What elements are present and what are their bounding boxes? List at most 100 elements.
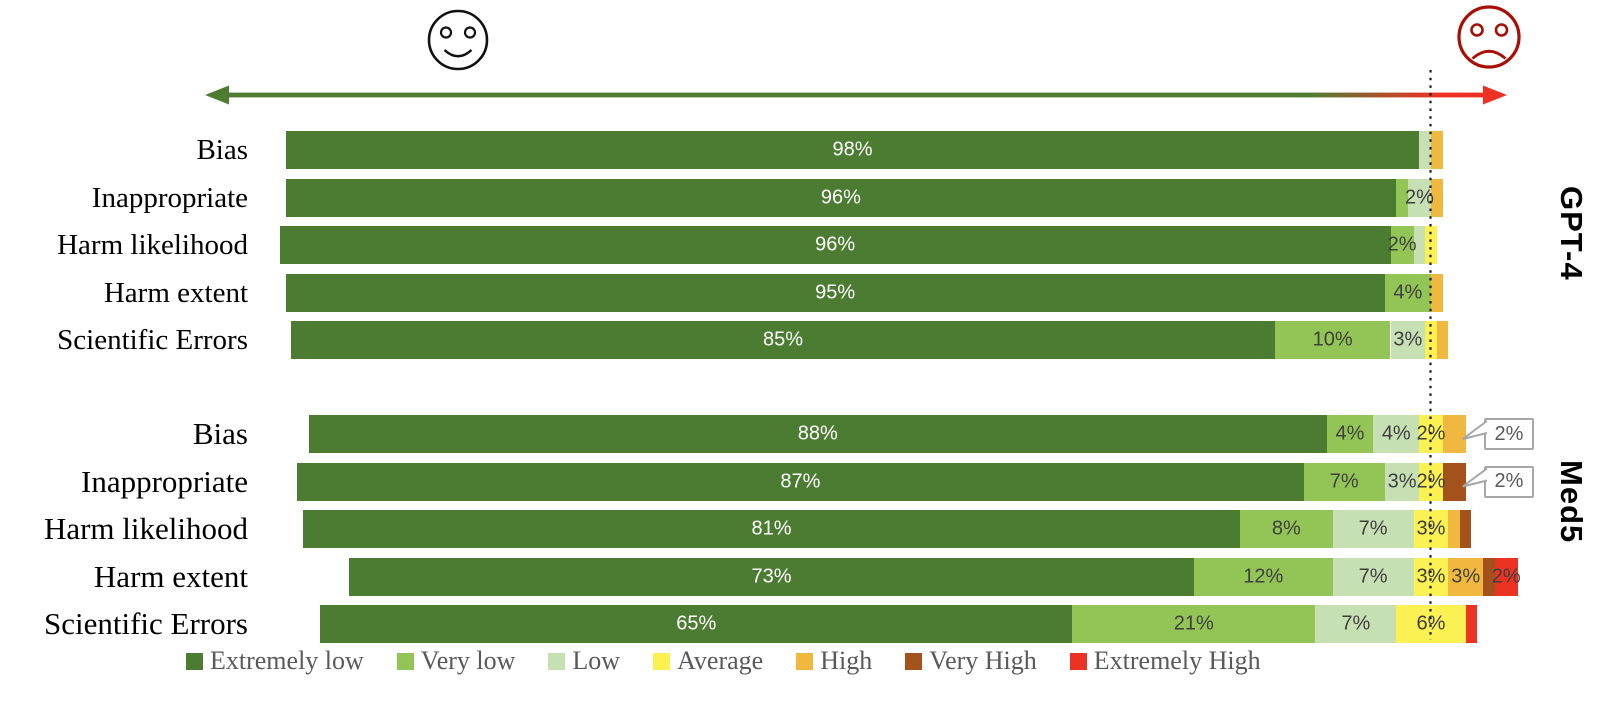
bar-segment-low: 3% xyxy=(1384,462,1420,501)
bar-segment-very-low: 8% xyxy=(1240,510,1333,548)
callout-high: 2% xyxy=(1484,418,1534,450)
segment-value-label: 7% xyxy=(1358,565,1388,587)
legend-label: High xyxy=(820,646,873,675)
callout-very-high: 2% xyxy=(1484,465,1534,498)
bar-segment-average xyxy=(1425,321,1437,359)
segment-value-label: 6% xyxy=(1416,612,1446,635)
bar-segment-high xyxy=(1431,178,1443,217)
group-label-med5: Med5 xyxy=(1554,460,1589,544)
legend-label: Very High xyxy=(929,646,1037,675)
legend-swatch-extremely-low xyxy=(186,652,203,670)
category-label-harm-likelihood: Harm likelihood xyxy=(57,229,248,261)
bar-segment-very-high xyxy=(1483,557,1495,596)
bar-segment-very-high xyxy=(1442,462,1466,501)
segment-value-label: 21% xyxy=(1173,612,1214,635)
legend-swatch-high xyxy=(796,652,814,670)
segment-value-label: 7% xyxy=(1329,470,1359,492)
bar-segment-average: 3% xyxy=(1413,510,1449,548)
segment-value-label: 85% xyxy=(763,328,804,351)
bar-segment-high xyxy=(1431,273,1443,312)
direction-arrow xyxy=(205,85,1507,105)
segment-value-label: 12% xyxy=(1243,565,1284,587)
bar-segment-very-low: 4% xyxy=(1326,415,1374,453)
bar-segment-very-low: 2% xyxy=(1388,226,1417,264)
segment-value-label: 95% xyxy=(815,281,856,303)
bar-segment-low: 7% xyxy=(1332,557,1414,596)
bar-segment-high: 3% xyxy=(1448,557,1484,596)
bar-segment-extremely-low: 88% xyxy=(308,415,1327,453)
bar-segment-average: 6% xyxy=(1396,605,1466,643)
segment-value-label: 2% xyxy=(1404,186,1434,208)
bar-segment-extremely-low: 85% xyxy=(291,321,1275,359)
legend-label: Extremely low xyxy=(210,646,364,675)
legend-item-low: Low xyxy=(548,646,620,676)
segment-value-label: 87% xyxy=(780,470,821,492)
segment-value-label: 65% xyxy=(676,612,717,635)
legend-swatch-low xyxy=(548,652,566,670)
legend-swatch-extremely-high xyxy=(1069,652,1087,670)
bar-segment-very-low: 21% xyxy=(1072,605,1316,643)
category-label-harm-extent: Harm extent xyxy=(103,276,248,309)
segment-value-label: 96% xyxy=(820,186,861,208)
segment-value-label: 88% xyxy=(797,422,838,445)
bar-segment-extremely-low: 96% xyxy=(285,178,1397,217)
segment-value-label: 3% xyxy=(1451,565,1481,587)
bar-segment-high xyxy=(1431,131,1443,169)
bar-segment-very-high xyxy=(1459,510,1472,548)
category-label-harm-likelihood: Harm likelihood xyxy=(43,511,248,546)
category-label-inappropriate: Inappropriate xyxy=(91,181,248,214)
bar-segment-extremely-low: 95% xyxy=(285,273,1385,312)
segment-value-label: 2% xyxy=(1416,422,1446,445)
bar-segment-extremely-low: 87% xyxy=(297,462,1304,501)
bar-segment-extremely-low: 73% xyxy=(349,557,1194,596)
bar-segment-low xyxy=(1419,131,1431,169)
segment-value-label: 4% xyxy=(1335,422,1365,445)
bar-segment-average: 3% xyxy=(1413,557,1449,596)
segment-value-label: 8% xyxy=(1271,517,1301,540)
segment-value-label: 3% xyxy=(1387,470,1417,492)
smiley-face-icon xyxy=(427,9,489,71)
segment-value-label: 7% xyxy=(1358,517,1388,540)
segment-value-label: 81% xyxy=(751,517,792,540)
bar-segment-low: 4% xyxy=(1373,415,1420,453)
segment-value-label: 2% xyxy=(1491,565,1521,587)
bar-segment-extremely-low: 96% xyxy=(279,226,1391,264)
bar-segment-very-low: 7% xyxy=(1303,462,1385,501)
segment-value-label: 3% xyxy=(1416,517,1446,540)
segment-value-label: 73% xyxy=(751,565,792,587)
category-label-inappropriate: Inappropriate xyxy=(81,463,248,499)
segment-value-label: 3% xyxy=(1416,565,1446,587)
bar-segment-average xyxy=(1425,226,1437,264)
category-label-scientific-errors: Scientific Errors xyxy=(57,324,248,356)
bar-segment-average: 2% xyxy=(1417,415,1445,453)
bar-segment-very-low xyxy=(1396,178,1408,217)
group-label-gpt4: GPT-4 xyxy=(1554,185,1589,281)
category-label-bias: Bias xyxy=(196,134,248,166)
legend-item-high: High xyxy=(796,646,872,676)
segment-value-label: 10% xyxy=(1312,328,1353,351)
legend-item-very-low: Very low xyxy=(396,646,516,676)
bar-segment-low: 2% xyxy=(1404,178,1434,217)
segment-value-label: 4% xyxy=(1393,281,1423,303)
sad-face-icon xyxy=(1457,5,1521,69)
legend-label: Extremely High xyxy=(1093,646,1261,675)
bar-segment-very-low: 4% xyxy=(1384,273,1431,312)
bar-segment-high xyxy=(1442,415,1466,453)
bar-segment-extremely-low: 65% xyxy=(320,605,1073,643)
legend-swatch-very-high xyxy=(905,652,923,670)
bar-segment-extremely-low: 81% xyxy=(302,510,1241,548)
category-label-bias: Bias xyxy=(192,416,248,451)
segment-value-label: 2% xyxy=(1416,470,1446,492)
legend-label: Very low xyxy=(420,646,516,675)
legend-swatch-average xyxy=(653,652,671,670)
legend-label: Average xyxy=(677,646,764,675)
segment-value-label: 3% xyxy=(1393,328,1423,351)
legend-label: Low xyxy=(572,646,621,675)
legend-swatch-very-low xyxy=(396,652,414,670)
legend-item-very-high: Very High xyxy=(905,646,1037,676)
legend-item-average: Average xyxy=(653,646,763,676)
legend: Extremely low Very low Low Average High Very … xyxy=(186,643,1261,679)
bar-segment-high xyxy=(1436,321,1449,359)
bar-segment-low: 7% xyxy=(1315,605,1397,643)
